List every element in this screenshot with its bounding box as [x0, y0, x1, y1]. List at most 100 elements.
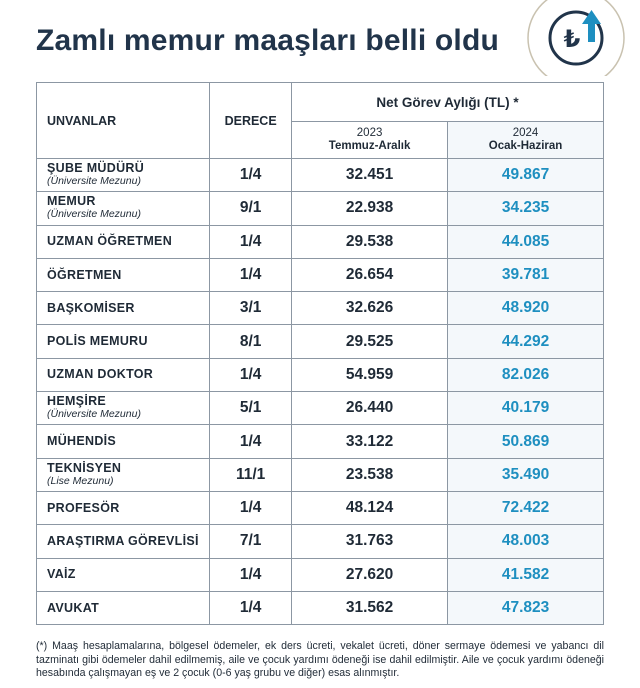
salary-2023-cell: 54.959 — [291, 357, 449, 393]
title-cell: PROFESÖR — [35, 490, 211, 526]
salary-2024-cell: 44.085 — [447, 224, 604, 259]
salary-2024-cell: 48.920 — [447, 291, 604, 326]
title-cell: ÖĞRETMEN — [35, 257, 211, 293]
salary-2023-cell: 29.525 — [291, 324, 449, 359]
page-title: Zamlı memur maaşları belli oldu — [36, 24, 500, 57]
header-2023-period: Temmuz-Aralık — [328, 140, 411, 152]
salary-table: UNVANLAR DERECE Net Görev Aylığı (TL) * … — [35, 82, 604, 626]
logo: ₺ — [516, 0, 640, 76]
title-label: HEMŞİRE — [47, 394, 107, 409]
salary-2023-cell: 31.763 — [291, 524, 449, 559]
salary-2023-cell: 33.122 — [291, 424, 449, 459]
degree-cell: 1/4 — [209, 257, 293, 293]
salary-2024-cell: 41.582 — [447, 557, 604, 592]
title-cell: TEKNİSYEN (Lise Mezunu) — [35, 457, 211, 492]
header-net-salary: Net Görev Aylığı (TL) * — [291, 82, 604, 122]
title-label: MÜHENDİS — [47, 434, 117, 449]
salary-2024-cell: 39.781 — [447, 257, 604, 293]
degree-cell: 7/1 — [209, 524, 293, 559]
title-education-note: (Üniversite Mezunu) — [47, 208, 141, 221]
title-cell: HEMŞİRE (Üniversite Mezunu) — [35, 391, 211, 426]
salary-2023-cell: 29.538 — [291, 224, 449, 259]
title-label: PROFESÖR — [47, 500, 120, 515]
table-row: UZMAN DOKTOR 1/4 54.959 82.026 — [35, 357, 604, 393]
table-row: BAŞKOMİSER 3/1 32.626 48.920 — [35, 291, 604, 326]
salary-2023-cell: 48.124 — [291, 490, 449, 526]
table-row: VAİZ 1/4 27.620 41.582 — [35, 557, 604, 592]
title-cell: UZMAN DOKTOR — [35, 357, 211, 393]
title-education-note: (Üniversite Mezunu) — [47, 175, 141, 188]
table-row: UZMAN ÖĞRETMEN 1/4 29.538 44.085 — [35, 224, 604, 259]
header-titles: UNVANLAR — [35, 82, 211, 159]
salary-2023-cell: 27.620 — [291, 557, 449, 592]
salary-2024-cell: 82.026 — [447, 357, 604, 393]
table-row: ŞUBE MÜDÜRÜ (Üniversite Mezunu) 1/4 32.451 4… — [35, 157, 604, 193]
degree-cell: 1/4 — [209, 557, 293, 592]
title-cell: ARAŞTIRMA GÖREVLİSİ — [35, 524, 211, 559]
salary-2023-cell: 31.562 — [291, 590, 449, 626]
table-row: POLİS MEMURU 8/1 29.525 44.292 — [35, 324, 604, 359]
salary-2023-cell: 22.938 — [291, 191, 449, 226]
header-2024-year: 2024 — [512, 127, 539, 139]
salary-2023-cell: 32.626 — [291, 291, 449, 326]
title-cell: POLİS MEMURU — [35, 324, 211, 359]
header-2024-period: Ocak-Haziran — [488, 140, 563, 152]
title-label: BAŞKOMİSER — [47, 300, 135, 315]
degree-cell: 1/4 — [209, 157, 293, 193]
footnote: (*) Maaş hesaplamalarına, bölgesel ödeme… — [36, 640, 604, 679]
salary-2024-cell: 34.235 — [447, 191, 604, 226]
title-label: ARAŞTIRMA GÖREVLİSİ — [47, 533, 199, 548]
table-row: AVUKAT 1/4 31.562 47.823 — [35, 590, 604, 626]
salary-2023-cell: 26.440 — [291, 391, 449, 426]
salary-2023-cell: 32.451 — [291, 157, 449, 193]
title-education-note: (Üniversite Mezunu) — [47, 408, 141, 421]
salary-2024-cell: 40.179 — [447, 391, 604, 426]
degree-cell: 1/4 — [209, 590, 293, 626]
degree-cell: 3/1 — [209, 291, 293, 326]
degree-cell: 9/1 — [209, 191, 293, 226]
degree-cell: 1/4 — [209, 357, 293, 393]
title-cell: VAİZ — [35, 557, 211, 592]
degree-cell: 1/4 — [209, 224, 293, 259]
salary-2024-cell: 72.422 — [447, 490, 604, 526]
table-row: ARAŞTIRMA GÖREVLİSİ 7/1 31.763 48.003 — [35, 524, 604, 559]
title-cell: MÜHENDİS — [35, 424, 211, 459]
title-label: TEKNİSYEN — [47, 460, 122, 475]
title-label: AVUKAT — [47, 600, 100, 615]
degree-cell: 5/1 — [209, 391, 293, 426]
degree-cell: 1/4 — [209, 424, 293, 459]
salary-2024-cell: 48.003 — [447, 524, 604, 559]
degree-cell: 8/1 — [209, 324, 293, 359]
title-label: UZMAN ÖĞRETMEN — [47, 234, 173, 249]
title-education-note: (Lise Mezunu) — [47, 474, 114, 487]
table-row: HEMŞİRE (Üniversite Mezunu) 5/1 26.440 40.17… — [35, 391, 604, 426]
salary-2023-cell: 26.654 — [291, 257, 449, 293]
salary-2023-cell: 23.538 — [291, 457, 449, 492]
lira-up-arrow-icon: ₺ — [527, 0, 625, 76]
salary-2024-cell: 49.867 — [447, 157, 604, 193]
salary-2024-cell: 47.823 — [447, 590, 604, 626]
title-cell: AVUKAT — [35, 590, 211, 626]
table-row: MÜHENDİS 1/4 33.122 50.869 — [35, 424, 604, 459]
table-row: MEMUR (Üniversite Mezunu) 9/1 22.938 34.235 — [35, 191, 604, 226]
salary-2024-cell: 50.869 — [447, 424, 604, 459]
header-2023: 2023 Temmuz-Aralık — [291, 121, 449, 159]
degree-cell: 11/1 — [209, 457, 293, 492]
header-2024: 2024 Ocak-Haziran — [447, 121, 604, 159]
salary-2024-cell: 35.490 — [447, 457, 604, 492]
table-row: ÖĞRETMEN 1/4 26.654 39.781 — [35, 257, 604, 293]
table-row: PROFESÖR 1/4 48.124 72.422 — [35, 490, 604, 526]
title-cell: BAŞKOMİSER — [35, 291, 211, 326]
title-label: ŞUBE MÜDÜRÜ — [47, 161, 145, 176]
salary-2024-cell: 44.292 — [447, 324, 604, 359]
title-cell: MEMUR (Üniversite Mezunu) — [35, 191, 211, 226]
degree-cell: 1/4 — [209, 490, 293, 526]
title-cell: ŞUBE MÜDÜRÜ (Üniversite Mezunu) — [35, 157, 211, 193]
lira-symbol: ₺ — [564, 25, 581, 53]
header-degree: DERECE — [209, 82, 293, 159]
title-label: POLİS MEMURU — [47, 334, 148, 349]
table-row: TEKNİSYEN (Lise Mezunu) 11/1 23.538 35.490 — [35, 457, 604, 492]
title-label: VAİZ — [47, 567, 76, 582]
title-label: MEMUR — [47, 194, 96, 209]
title-label: ÖĞRETMEN — [47, 267, 122, 282]
